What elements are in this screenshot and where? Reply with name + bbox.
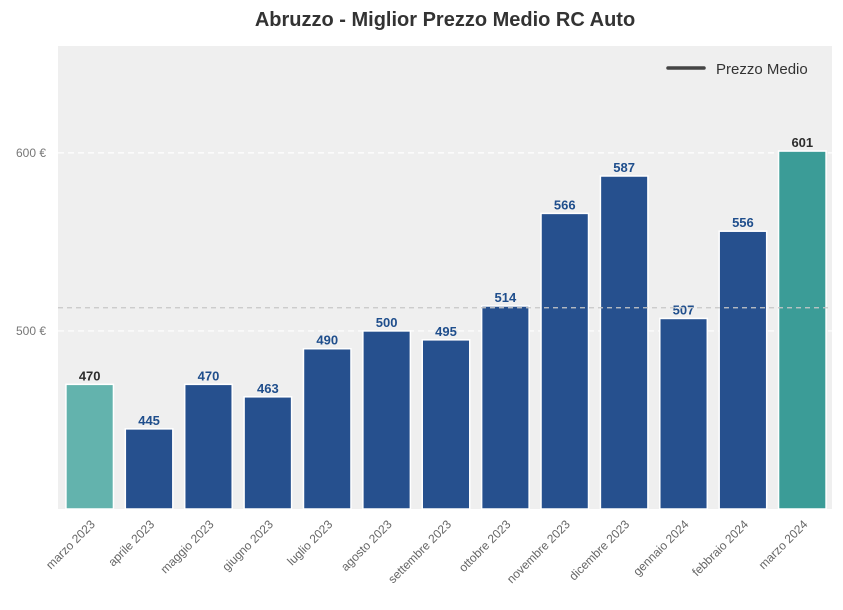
- x-tick-label: ottobre 2023: [456, 517, 514, 575]
- bar-value-label: 490: [316, 333, 338, 348]
- x-tick-label: marzo 2024: [756, 517, 811, 572]
- bar-value-label: 470: [79, 368, 101, 383]
- bar-value-label: 470: [198, 368, 220, 383]
- bar-value-label: 500: [376, 315, 398, 330]
- x-tick-label: aprile 2023: [105, 517, 157, 569]
- x-tick-label: settembre 2023: [385, 517, 454, 586]
- x-tick-label: dicembre 2023: [566, 517, 632, 583]
- chart-title: Abruzzo - Miglior Prezzo Medio RC Auto: [255, 9, 635, 31]
- bar: [718, 230, 768, 510]
- bar: [659, 317, 709, 510]
- bar-value-label: 556: [732, 215, 754, 230]
- bars: 470 445 470 463 490 500 495 514 566 587 507 556 601: [65, 135, 827, 510]
- bar: [421, 339, 471, 510]
- bar-value-label: 463: [257, 381, 279, 396]
- bar: [65, 383, 115, 510]
- legend: Prezzo Medio: [666, 61, 808, 78]
- bar-value-label: 587: [613, 160, 635, 175]
- bar: [183, 383, 233, 510]
- bar: [362, 330, 412, 510]
- bar-value-label: 507: [673, 302, 695, 317]
- x-tick-label: luglio 2023: [284, 517, 335, 568]
- bar-value-label: 514: [495, 290, 517, 305]
- legend-label: Prezzo Medio: [716, 61, 808, 78]
- bar: [480, 305, 530, 510]
- bar: [599, 175, 649, 510]
- x-axis-ticks: marzo 2023 aprile 2023 maggio 2023 giugno 2…: [43, 517, 811, 586]
- x-tick-label: novembre 2023: [504, 517, 573, 586]
- bar: [540, 212, 590, 510]
- bar: [124, 428, 174, 510]
- bar: [243, 396, 293, 510]
- y-tick-label: 600 €: [16, 146, 46, 160]
- bar-value-label: 445: [138, 413, 160, 428]
- bar: [302, 347, 352, 510]
- y-axis-ticks: 500 € 600 €: [16, 146, 46, 338]
- bar: [777, 150, 827, 510]
- x-tick-label: gennaio 2024: [630, 517, 692, 579]
- x-tick-label: marzo 2023: [43, 517, 98, 572]
- x-tick-label: maggio 2023: [158, 517, 217, 576]
- x-tick-label: febbraio 2024: [689, 517, 751, 579]
- bar-value-label: 601: [791, 135, 813, 150]
- y-tick-label: 500 €: [16, 324, 46, 338]
- bar-value-label: 566: [554, 197, 576, 212]
- bar-value-label: 495: [435, 324, 457, 339]
- x-tick-label: giugno 2023: [219, 517, 276, 574]
- x-tick-label: agosto 2023: [338, 517, 395, 574]
